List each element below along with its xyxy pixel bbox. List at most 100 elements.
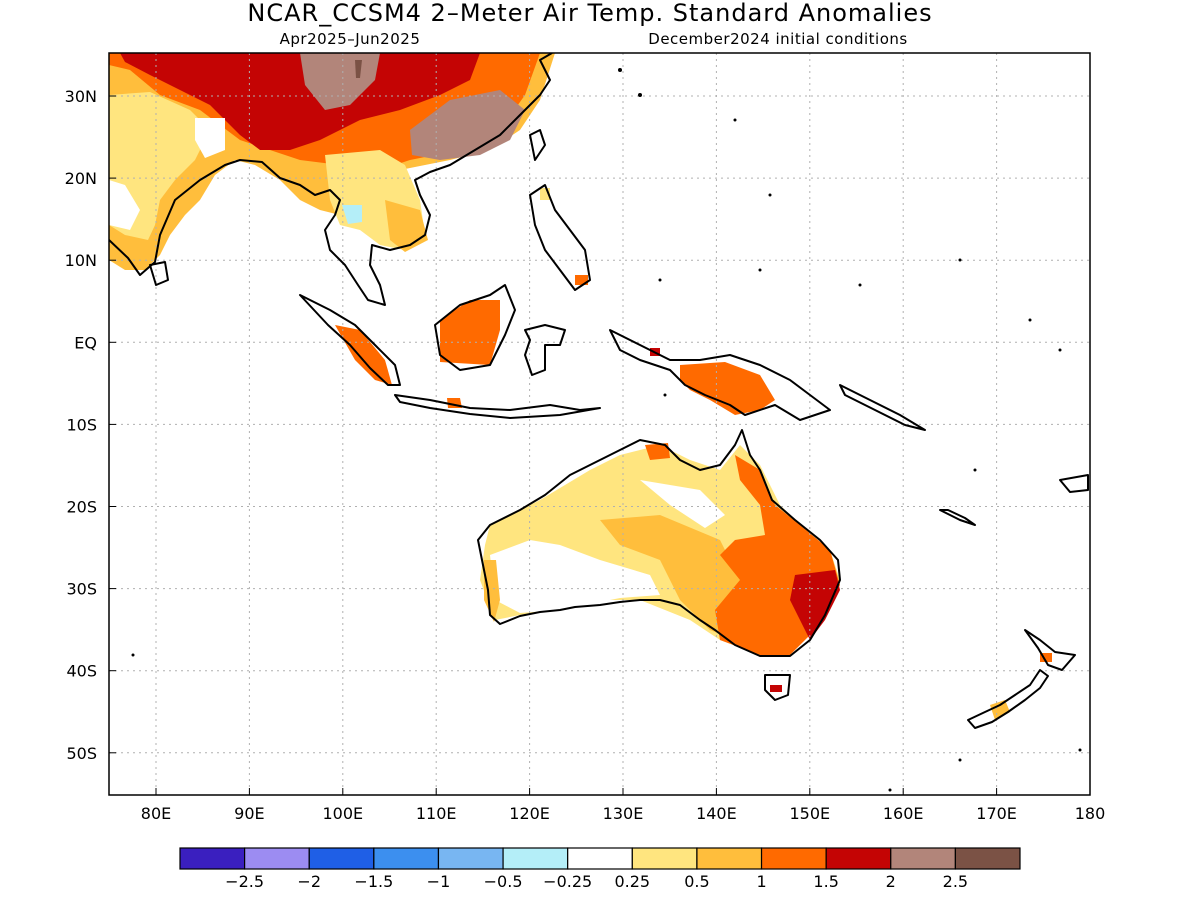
- island-dot: [973, 468, 977, 472]
- lon-tick-label: 110E: [416, 804, 457, 823]
- anomaly-shade-new-guinea: [680, 362, 775, 415]
- colorbar-swatch: [308, 847, 375, 870]
- anomaly-shade-tasmania: [770, 685, 782, 692]
- colorbar-swatch: [567, 847, 633, 870]
- island-dot: [1058, 348, 1062, 352]
- anomaly-shade-asia-3: [120, 53, 480, 150]
- lat-tick-label: 30S: [66, 580, 97, 599]
- island-dot: [618, 68, 622, 72]
- lat-tick-label: 20S: [66, 498, 97, 517]
- colorbar-swatch: [954, 847, 1021, 870]
- island-dot: [858, 283, 862, 287]
- colorbar-swatch: [179, 847, 246, 870]
- island-dot: [1028, 318, 1032, 322]
- coast-taiwan: [529, 129, 546, 161]
- anomaly-shade-australia-neutral: [490, 540, 660, 613]
- map-title: NCAR_CCSM4 2–Meter Air Temp. Standard An…: [247, 0, 932, 27]
- anomaly-shade-china: [410, 90, 525, 160]
- coast-fiji: [1059, 474, 1089, 493]
- lon-tick-label: 90E: [234, 804, 264, 823]
- colorbar-swatch: [760, 847, 827, 870]
- anomaly-shade-max: [355, 60, 362, 78]
- anomaly-shade-sumatra: [335, 325, 392, 385]
- anomaly-shade-india-neutral: [109, 180, 140, 230]
- lat-tick-label: EQ: [74, 333, 97, 352]
- colorbar-label: 2.5: [943, 872, 968, 891]
- lon-tick-label: 160E: [883, 804, 924, 823]
- anomaly-shade-australia-west: [484, 560, 500, 622]
- colorbar-label: −2: [297, 872, 321, 891]
- coast-java: [394, 394, 601, 419]
- valid-period: Apr2025–Jun2025: [280, 30, 421, 48]
- coast-new-caledonia: [939, 509, 976, 526]
- colorbar-label: −0.5: [484, 872, 523, 891]
- latitude-axis: 30N 20N 10N EQ 10S 20S 30S 40S 50S: [65, 87, 116, 763]
- small-islands: [131, 68, 1082, 792]
- lon-tick-label: 180: [1075, 804, 1106, 823]
- colorbar-label: 2: [886, 872, 896, 891]
- colorbar-label: 0.5: [684, 872, 709, 891]
- colorbar-swatch: [502, 847, 569, 870]
- init-conditions: December2024 initial conditions: [648, 30, 907, 48]
- coast-asia: [109, 53, 553, 306]
- anomaly-shade-cool-patch: [342, 205, 362, 224]
- coast-solomons: [839, 384, 926, 431]
- coast-nz-south: [967, 669, 1049, 729]
- lat-tick-label: 20N: [65, 169, 97, 188]
- colorbar-swatch: [631, 847, 698, 870]
- coastlines: [109, 53, 1089, 729]
- island-dot: [658, 278, 662, 282]
- anomaly-shade-australia-neutral-2: [640, 480, 725, 528]
- colorbar: [179, 847, 1021, 870]
- coast-sumatra: [299, 294, 401, 386]
- colorbar-swatch: [244, 847, 310, 870]
- longitude-axis: 80E 90E 100E 110E 120E 130E 140E 150E 160E 170E 18…: [141, 788, 1106, 823]
- coast-borneo: [434, 284, 516, 371]
- lat-tick-label: 10N: [65, 251, 97, 270]
- lat-tick-label: 50S: [66, 744, 97, 763]
- anomaly-shade-india-neutral-2: [195, 118, 225, 158]
- colorbar-label: −2.5: [225, 872, 264, 891]
- colorbar-label: 1: [756, 872, 766, 891]
- island-dot: [733, 118, 737, 122]
- lon-tick-label: 120E: [509, 804, 550, 823]
- lon-tick-label: 130E: [603, 804, 644, 823]
- lat-tick-label: 30N: [65, 87, 97, 106]
- island-dot: [768, 193, 772, 197]
- lat-tick-label: 10S: [66, 415, 97, 434]
- coast-australia: [477, 429, 841, 657]
- island-dot: [638, 93, 642, 97]
- anomaly-shade-borneo: [440, 300, 500, 365]
- colorbar-swatch: [437, 847, 504, 870]
- coast-sulawesi: [524, 324, 566, 376]
- colorbar-label: −1.5: [354, 872, 393, 891]
- island-dot: [958, 258, 962, 262]
- coast-tasmania: [764, 674, 791, 701]
- colorbar-swatch: [696, 847, 763, 870]
- coast-philippines: [529, 184, 591, 291]
- anomaly-fill: [109, 53, 1052, 720]
- colorbar-labels: −2.5 −2 −1.5 −1 −0.5 −0.25 0.25 0.5 1 1.5 2 2.5: [225, 872, 968, 891]
- coast-sri-lanka: [149, 261, 169, 286]
- island-dot: [663, 393, 667, 397]
- lon-tick-label: 80E: [141, 804, 171, 823]
- coast-nz-north: [1024, 629, 1076, 671]
- colorbar-label: −1: [427, 872, 451, 891]
- graticule: [109, 53, 1090, 795]
- colorbar-label: 0.25: [614, 872, 650, 891]
- anomaly-shade-nz-south: [990, 700, 1010, 720]
- anomaly-shade-australia-nsw: [790, 570, 840, 640]
- lat-tick-label: 40S: [66, 662, 97, 681]
- colorbar-swatch: [825, 847, 892, 870]
- colorbar-swatch: [373, 847, 440, 870]
- island-dot: [888, 788, 892, 792]
- island-dot: [758, 268, 762, 272]
- colorbar-label: 1.5: [813, 872, 838, 891]
- island-dot: [131, 653, 135, 657]
- lon-tick-label: 150E: [789, 804, 830, 823]
- colorbar-swatch: [890, 847, 956, 870]
- lon-tick-label: 170E: [976, 804, 1017, 823]
- lon-tick-label: 100E: [322, 804, 363, 823]
- colorbar-label: −0.25: [543, 872, 592, 891]
